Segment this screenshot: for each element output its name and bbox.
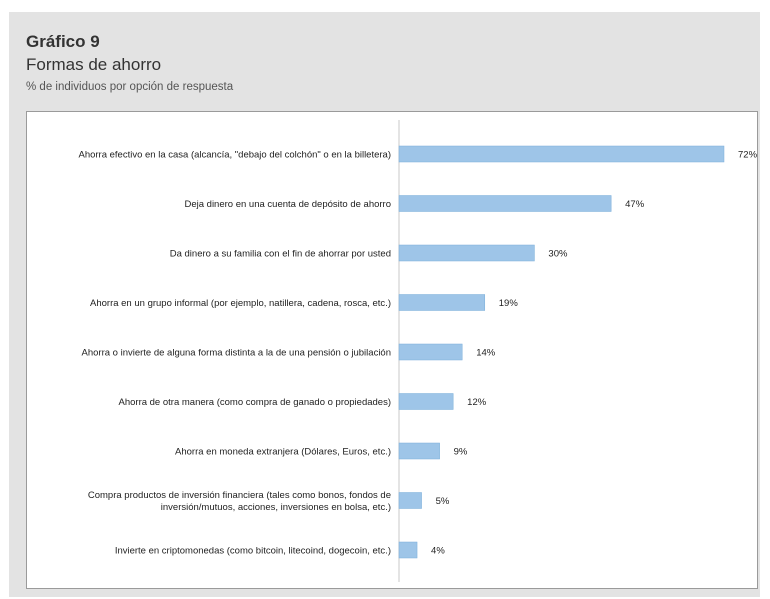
value-label-2: 47%: [625, 199, 645, 210]
value-label-8: 5%: [436, 496, 450, 507]
value-label-3: 30%: [548, 249, 568, 260]
category-label-3: Da dinero a su familia con el fin de aho…: [170, 249, 391, 260]
category-label-9: Invierte en criptomonedas (como bitcoin,…: [115, 546, 391, 557]
bar-3: [398, 244, 535, 262]
category-label-5: Ahorra o invierte de alguna forma distin…: [82, 348, 391, 359]
category-label-8-line-2: inversión/mutuos, acciones, inversiones …: [161, 502, 391, 513]
bar-1: [398, 145, 725, 163]
plot-area: Ahorra efectivo en la casa (alcancía, "d…: [26, 111, 758, 589]
bar-8: [398, 492, 422, 509]
bar-6: [398, 393, 454, 410]
bar-2: [398, 195, 612, 212]
value-label-9: 4%: [431, 546, 445, 557]
value-label-4: 19%: [499, 298, 519, 309]
category-label-2: Deja dinero en una cuenta de depósito de…: [184, 199, 391, 210]
value-label-5: 14%: [476, 348, 496, 359]
bar-chart: Ahorra efectivo en la casa (alcancía, "d…: [78, 120, 757, 582]
category-label-4: Ahorra en un grupo informal (por ejemplo…: [90, 298, 391, 309]
value-label-7: 9%: [454, 447, 468, 458]
chart-note: % de individuos por opción de respuesta: [26, 81, 234, 93]
value-label-6: 12%: [467, 397, 487, 408]
bar-4: [398, 294, 486, 311]
bar-7: [398, 442, 440, 460]
category-label-8-line-1: Compra productos de inversión financiera…: [88, 490, 391, 501]
category-label-1: Ahorra efectivo en la casa (alcancía, "d…: [78, 150, 391, 161]
bar-9: [398, 541, 418, 559]
value-label-1: 72%: [738, 150, 757, 161]
bar-5: [398, 343, 463, 361]
category-label-7: Ahorra en moneda extranjera (Dólares, Eu…: [175, 447, 391, 458]
category-label-6: Ahorra de otra manera (como compra de ga…: [119, 397, 392, 408]
chart-subtitle: Formas de ahorro: [26, 55, 162, 74]
chart-title: Gráfico 9: [26, 32, 100, 51]
